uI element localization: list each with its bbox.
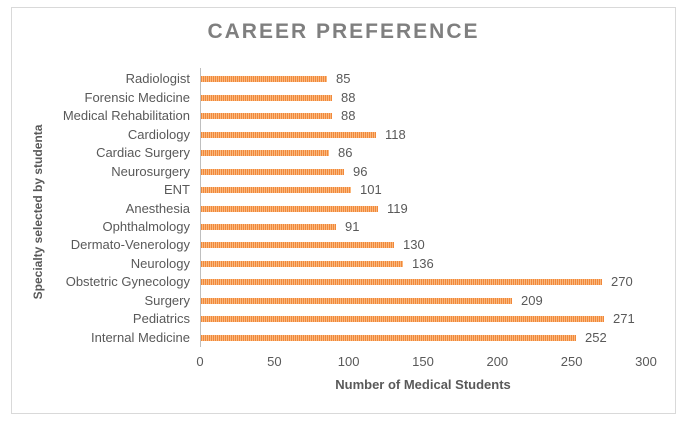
bar — [201, 131, 376, 138]
category-label: Neurology — [130, 255, 190, 271]
bar — [201, 94, 332, 101]
value-label: 118 — [385, 126, 406, 142]
chart-title: CAREER PREFERENCE — [207, 20, 480, 43]
x-tick-label: 50 — [267, 354, 282, 369]
value-label: 96 — [353, 163, 368, 179]
bar — [201, 316, 604, 323]
value-label: 88 — [341, 108, 356, 124]
category-label: Radiologist — [125, 71, 190, 87]
x-tick-label: 100 — [337, 354, 360, 369]
y-axis-line — [200, 68, 201, 347]
bar — [201, 279, 602, 286]
bar — [201, 260, 403, 267]
bar — [201, 334, 576, 341]
x-tick-label: 250 — [560, 354, 583, 369]
value-label: 85 — [336, 71, 351, 87]
x-tick-label: 150 — [412, 354, 434, 369]
value-label: 101 — [360, 182, 382, 198]
value-label: 130 — [403, 237, 425, 253]
category-label: Anesthesia — [125, 200, 190, 216]
value-label: 209 — [521, 292, 543, 308]
category-label: Forensic Medicine — [84, 89, 191, 105]
category-label: Obstetric Gynecology — [65, 274, 190, 290]
category-label: Pediatrics — [132, 311, 190, 327]
bar — [201, 168, 344, 175]
category-label: Ophthalmology — [102, 218, 190, 234]
x-axis-title: Number of Medical Students — [335, 377, 511, 392]
value-label: 91 — [345, 218, 360, 234]
value-label: 252 — [585, 329, 607, 345]
bar — [201, 113, 332, 120]
value-label: 86 — [338, 145, 353, 161]
category-label: Neurosurgery — [111, 163, 190, 179]
category-label: Dermato-Venerology — [70, 237, 190, 253]
value-label: 136 — [412, 255, 434, 271]
value-label: 88 — [341, 89, 356, 105]
bar — [201, 150, 329, 157]
value-label: 271 — [613, 311, 635, 327]
category-label: Surgery — [144, 292, 190, 308]
x-tick-label: 0 — [196, 354, 204, 369]
category-label: Cardiac Surgery — [96, 145, 190, 161]
bar — [201, 76, 327, 83]
category-label: ENT — [164, 182, 190, 198]
value-label: 270 — [611, 274, 633, 290]
value-label: 119 — [387, 200, 408, 216]
category-label: Medical Rehabilitation — [62, 108, 190, 124]
x-tick-label: 200 — [486, 354, 509, 369]
bar — [201, 187, 351, 194]
category-label: Cardiology — [127, 126, 190, 142]
bar — [201, 242, 394, 249]
x-tick-label: 300 — [635, 354, 657, 369]
category-label: Internal Medicine — [91, 329, 190, 345]
bar — [201, 223, 336, 230]
bar — [201, 205, 378, 212]
bar — [201, 297, 512, 304]
